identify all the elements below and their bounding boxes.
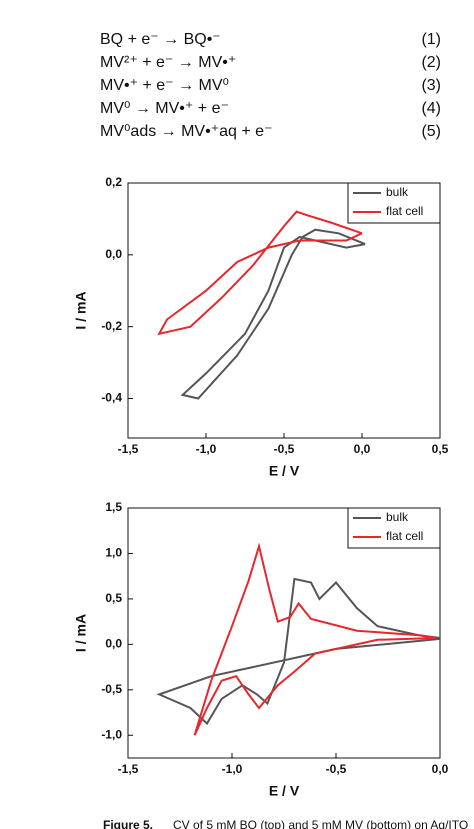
x-tick-label: -0,5 <box>274 442 295 456</box>
equation: MV²⁺ + e⁻ → MV•⁺ <box>100 54 236 71</box>
caption-label: Figure 5. <box>103 818 153 829</box>
equation-number: (5) <box>421 123 441 140</box>
legend-label: bulk <box>386 185 409 199</box>
cv-curve <box>180 228 366 400</box>
cv-curve <box>157 210 363 336</box>
y-tick-label: -1,0 <box>101 727 122 741</box>
y-tick-label: 0,0 <box>105 637 122 651</box>
x-tick-label: 0,0 <box>354 442 371 456</box>
equation-number: (1) <box>421 31 441 48</box>
cv-curve <box>193 542 436 736</box>
y-axis-label: I / mA <box>73 291 89 329</box>
y-tick-label: 0,5 <box>105 591 122 605</box>
x-tick-label: -1,0 <box>196 442 217 456</box>
x-tick-label: -1,0 <box>222 762 243 776</box>
equation-number: (4) <box>421 100 441 117</box>
equation: BQ + e⁻ → BQ•⁻ <box>100 31 221 48</box>
y-tick-label: 1,5 <box>105 500 122 514</box>
caption-text: CV of 5 mM BQ (top) and 5 mM MV (bottom)… <box>173 818 468 829</box>
legend-label: flat cell <box>386 204 423 218</box>
equation: MV⁰ads → MV•⁺aq + e⁻ <box>100 123 273 140</box>
y-tick-label: -0,5 <box>101 682 122 696</box>
legend-box <box>347 182 441 224</box>
equation: MV•⁺ + e⁻ → MV⁰ <box>100 77 229 94</box>
x-tick-label: -0,5 <box>326 762 347 776</box>
y-axis-label: I / mA <box>73 614 89 652</box>
y-tick-label: -0,2 <box>101 319 122 333</box>
plot-frame <box>127 507 441 759</box>
y-tick-label: -0,4 <box>101 391 122 405</box>
x-tick-label: 0,5 <box>432 442 449 456</box>
x-tick-label: -1,5 <box>118 442 139 456</box>
y-tick-label: 0,0 <box>105 247 122 261</box>
legend-box <box>347 507 441 549</box>
x-tick-label: -1,5 <box>118 762 139 776</box>
legend-label: flat cell <box>386 529 423 543</box>
y-tick-label: 0,2 <box>105 175 122 189</box>
legend-label: bulk <box>386 510 409 524</box>
x-axis-label: E / V <box>269 463 300 479</box>
equation: MV⁰ → MV•⁺ + e⁻ <box>100 100 229 117</box>
x-tick-label: 0,0 <box>432 762 449 776</box>
y-tick-label: 1,0 <box>105 546 122 560</box>
cv-curve <box>156 577 441 726</box>
x-axis-label: E / V <box>269 783 300 799</box>
equation-number: (3) <box>421 77 441 94</box>
equation-number: (2) <box>421 54 441 71</box>
